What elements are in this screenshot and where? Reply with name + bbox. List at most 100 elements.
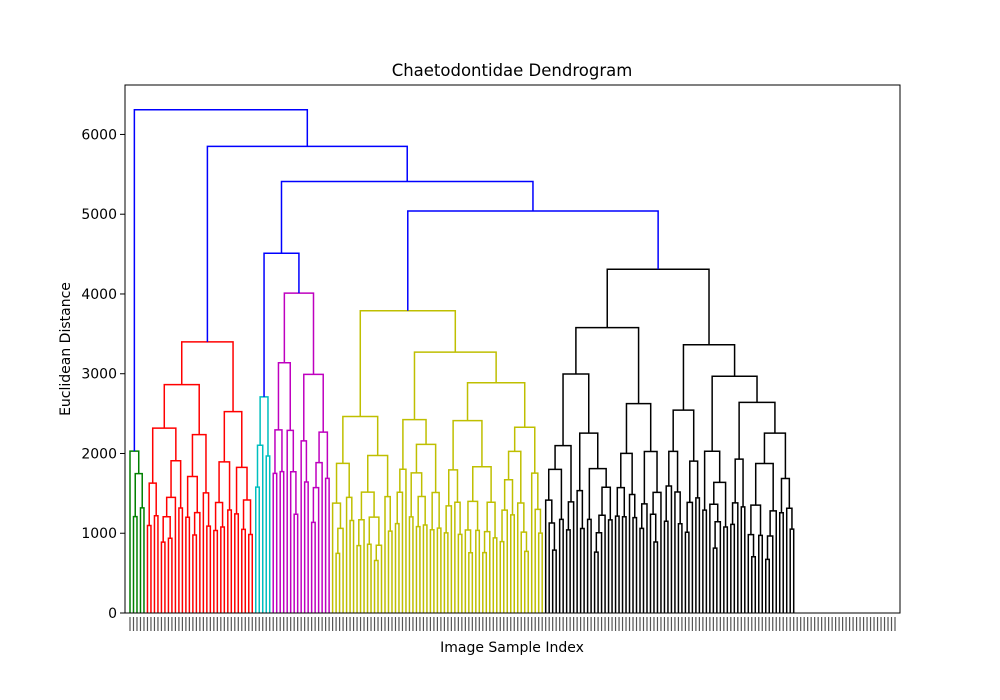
leaf-label-mark [150, 617, 152, 631]
leaf-label-mark [188, 617, 190, 631]
leaf-label-mark [793, 617, 795, 631]
dendrogram-link [523, 550, 529, 613]
leaf-label-mark [352, 617, 355, 631]
leaf-label-mark [398, 617, 400, 631]
dendrogram-link [265, 455, 271, 613]
dendrogram-link [712, 547, 718, 613]
y-axis: 0 1000 2000 3000 4000 5000 6000 [81, 127, 125, 622]
dendrogram-link [588, 467, 607, 520]
leaf-label-mark [709, 617, 711, 631]
leaf-label-mark [531, 617, 533, 631]
dendrogram-link [342, 415, 379, 464]
dendrogram-link [255, 486, 260, 613]
leaf-label-mark [597, 617, 599, 631]
leaf-label-mark [199, 617, 201, 631]
dendrogram-link [537, 532, 543, 613]
leaf-label-mark [569, 617, 571, 631]
leaf-labels [129, 617, 896, 631]
leaf-label-mark [607, 617, 610, 631]
leaf-label-mark [866, 617, 868, 631]
leaf-label-mark [255, 617, 257, 631]
dendrogram-link [740, 506, 746, 613]
dendrogram-link [368, 516, 380, 546]
leaf-label-mark [775, 617, 777, 631]
dendrogram-link [133, 108, 309, 452]
dendrogram-link [277, 362, 291, 431]
dendrogram-link [751, 556, 757, 613]
leaf-label-mark [457, 617, 459, 631]
leaf-label-mark [667, 617, 669, 631]
leaf-label-mark [461, 617, 463, 631]
dendrogram-link [300, 440, 308, 613]
dendrogram-link [259, 396, 269, 457]
leaf-label-mark [241, 617, 243, 631]
leaf-label-mark [202, 617, 204, 631]
leaf-label-mark [359, 617, 362, 631]
dendrogram-link [492, 537, 498, 613]
dendrogram-link [318, 431, 329, 479]
leaf-label-mark [573, 617, 575, 631]
dendrogram-link [595, 531, 603, 613]
dendrogram-link [747, 533, 755, 613]
leaf-label-mark [171, 617, 173, 631]
dendrogram-link [709, 503, 719, 613]
dendrogram-link [621, 515, 627, 613]
leaf-label-mark [443, 617, 445, 631]
dendrogram-link [593, 551, 599, 613]
leaf-label-mark [625, 617, 627, 631]
dendrogram-link [415, 443, 437, 493]
leaf-label-mark [314, 617, 316, 631]
leaf-label-mark [705, 617, 707, 631]
leaf-label-mark [653, 617, 655, 631]
leaf-label-mark [419, 617, 421, 631]
leaf-label-mark [852, 617, 854, 631]
leaf-label-mark [552, 617, 554, 631]
dendrogram-link [754, 462, 774, 511]
leaf-label-mark [192, 617, 194, 631]
leaf-label-mark [223, 617, 225, 631]
leaf-label-mark [545, 617, 547, 631]
leaf-label-mark [300, 617, 302, 631]
dendrogram-link [711, 375, 758, 452]
dendrogram-link [303, 481, 309, 613]
leaf-label-mark [838, 617, 840, 631]
dendrogram-link [193, 511, 201, 613]
leaf-label-mark [883, 617, 886, 631]
dendrogram-link [375, 544, 383, 613]
leaf-label-mark [890, 617, 893, 631]
dendrogram-link [129, 450, 140, 613]
dendrogram-link [551, 549, 557, 613]
dendrogram-link [202, 492, 210, 613]
leaf-label-mark [538, 617, 540, 631]
dendrogram-link [672, 409, 695, 462]
dendrogram-link [272, 472, 278, 613]
dendrogram-link [394, 522, 400, 613]
dendrogram-link [167, 537, 173, 613]
leaf-label-mark [265, 617, 267, 631]
dendrogram-link [218, 461, 231, 511]
dendrogram-link [544, 499, 553, 613]
dendrogram-link [625, 402, 652, 454]
leaf-label-mark [422, 617, 425, 631]
leaf-label-mark [262, 617, 264, 631]
leaf-label-mark [632, 617, 634, 631]
leaf-label-mark [702, 617, 704, 631]
dendrogram-link [520, 531, 528, 613]
dendrogram-link [422, 524, 428, 613]
dendrogram-link [682, 343, 736, 411]
dendrogram-link [567, 501, 575, 613]
dendrogram-link [241, 528, 247, 613]
leaf-label-mark [471, 617, 473, 631]
dendrogram-link [606, 268, 710, 345]
leaf-label-mark [272, 617, 274, 631]
leaf-label-mark [695, 617, 697, 631]
leaf-label-mark [873, 617, 875, 631]
leaf-label-mark [548, 617, 550, 631]
leaf-label-mark [157, 617, 159, 631]
dendrogram-link [765, 558, 770, 613]
dendrogram-link [349, 519, 355, 613]
dendrogram-link [750, 504, 762, 536]
leaf-label-mark [370, 617, 372, 631]
leaf-label-mark [377, 617, 379, 631]
leaf-label-mark [318, 617, 320, 631]
